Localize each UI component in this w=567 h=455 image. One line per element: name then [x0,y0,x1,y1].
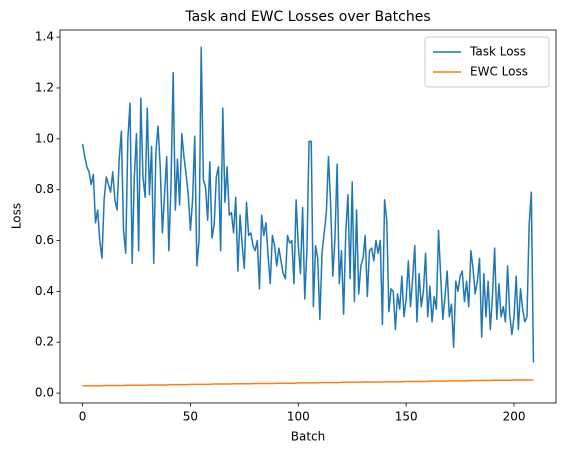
y-tick-label: 0.2 [35,335,54,349]
y-tick-label: 1.0 [35,131,54,145]
y-tick-label: 0.0 [35,386,54,400]
y-tick-label: 1.2 [35,80,54,94]
chart-title: Task and EWC Losses over Batches [184,9,430,25]
axes-frame [59,29,557,404]
series-line [81,46,535,363]
x-tick-label: 0 [79,410,87,424]
x-tick-label: 50 [183,410,198,424]
y-tick-label: 0.6 [35,233,54,247]
legend-box [424,36,550,88]
y-tick-label: 0.8 [35,182,54,196]
x-tick-label: 200 [503,410,526,424]
legend-label: Task Loss [469,45,526,59]
x-tick-label: 150 [395,410,418,424]
series-line [82,379,534,387]
x-axis-label: Batch [291,430,326,444]
y-tick-label: 1.4 [35,30,54,44]
x-tick-label: 100 [287,410,310,424]
y-tick-label: 0.4 [35,284,54,298]
legend-label: EWC Loss [470,65,528,79]
y-axis-label: Loss [10,203,24,229]
